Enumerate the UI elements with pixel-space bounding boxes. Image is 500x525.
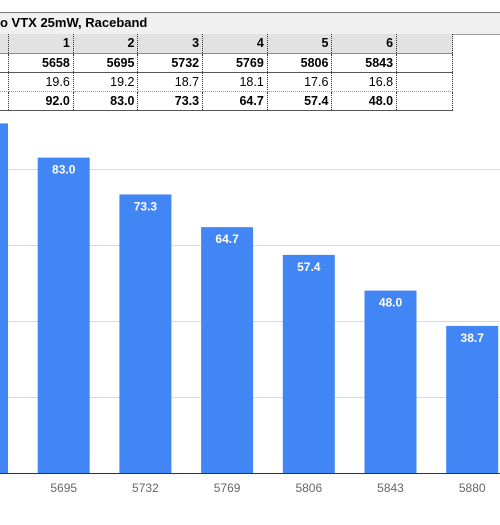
spreadsheet: o VTX 25mW, Raceband 1 2 3 4 5 6 5658 5695 5732 5… bbox=[0, 0, 500, 113]
x-tick-label: 5880 bbox=[459, 481, 486, 495]
table-cell[interactable]: 17.6 bbox=[267, 72, 333, 92]
table-cell[interactable]: 5 bbox=[267, 34, 333, 54]
table-cell[interactable]: 57.4 bbox=[267, 91, 333, 111]
table-cell[interactable]: 18.7 bbox=[137, 72, 204, 92]
bar bbox=[37, 157, 90, 473]
bar bbox=[446, 325, 499, 473]
table-cell[interactable]: 73.3 bbox=[137, 91, 204, 111]
table-cell[interactable]: 3 bbox=[137, 34, 204, 54]
table-cell[interactable] bbox=[0, 91, 10, 111]
data-table: 1 2 3 4 5 6 5658 5695 5732 5769 5806 5843 19.6 19.2 18… bbox=[0, 34, 453, 111]
table-cell[interactable]: 64.7 bbox=[202, 91, 268, 111]
table-row: 19.6 19.2 18.7 18.1 17.6 16.8 bbox=[0, 72, 453, 92]
x-tick-label: 5695 bbox=[50, 481, 77, 495]
bar bbox=[201, 227, 254, 473]
table-cell[interactable]: 16.8 bbox=[331, 72, 398, 92]
table-cell[interactable] bbox=[0, 72, 10, 92]
table-cell[interactable] bbox=[396, 53, 453, 73]
table-cell[interactable]: 92.0 bbox=[8, 91, 74, 111]
table-cell[interactable] bbox=[0, 53, 10, 73]
table-cell[interactable] bbox=[396, 72, 453, 92]
bar bbox=[119, 194, 172, 473]
sheet-title-row: o VTX 25mW, Raceband bbox=[0, 12, 500, 35]
table-cell[interactable] bbox=[396, 34, 453, 54]
sheet-title[interactable]: o VTX 25mW, Raceband bbox=[0, 15, 148, 30]
bar-value-label: 57.4 bbox=[297, 260, 321, 274]
table-cell[interactable]: 5658 bbox=[8, 53, 74, 73]
table-cell[interactable]: 5732 bbox=[137, 53, 204, 73]
bar-chart: 92.083.073.364.757.448.038.7569557325769… bbox=[0, 123, 500, 495]
bar bbox=[282, 254, 335, 473]
x-tick-label: 5843 bbox=[377, 481, 404, 495]
table-cell[interactable]: 5843 bbox=[331, 53, 398, 73]
table-cell[interactable]: 18.1 bbox=[202, 72, 268, 92]
table-cell[interactable]: 83.0 bbox=[73, 91, 139, 111]
bar-value-label: 48.0 bbox=[379, 296, 403, 310]
table-cell[interactable] bbox=[0, 34, 10, 54]
bar-value-label: 83.0 bbox=[52, 163, 76, 177]
bar-value-label: 73.3 bbox=[134, 199, 158, 213]
table-cell[interactable]: 1 bbox=[8, 34, 74, 54]
table-cell[interactable]: 6 bbox=[331, 34, 398, 54]
table-cell[interactable]: 19.6 bbox=[8, 72, 74, 92]
table-cell[interactable]: 5806 bbox=[267, 53, 333, 73]
table-cell[interactable]: 2 bbox=[73, 34, 139, 54]
x-tick-label: 5732 bbox=[132, 481, 159, 495]
bar bbox=[0, 123, 8, 474]
x-tick-label: 5769 bbox=[214, 481, 241, 495]
table-cell[interactable]: 19.2 bbox=[73, 72, 139, 92]
bar bbox=[364, 290, 417, 473]
table-cell[interactable]: 48.0 bbox=[331, 91, 398, 111]
x-tick-label: 5806 bbox=[295, 481, 322, 495]
table-cell[interactable]: 4 bbox=[202, 34, 268, 54]
table-row: 92.0 83.0 73.3 64.7 57.4 48.0 bbox=[0, 91, 453, 111]
table-row: 5658 5695 5732 5769 5806 5843 bbox=[0, 53, 453, 73]
table-cell[interactable] bbox=[396, 91, 453, 111]
bar-value-label: 38.7 bbox=[461, 331, 485, 345]
bar-value-label: 64.7 bbox=[215, 232, 239, 246]
table-cell[interactable]: 5695 bbox=[73, 53, 139, 73]
table-cell[interactable]: 5769 bbox=[202, 53, 268, 73]
